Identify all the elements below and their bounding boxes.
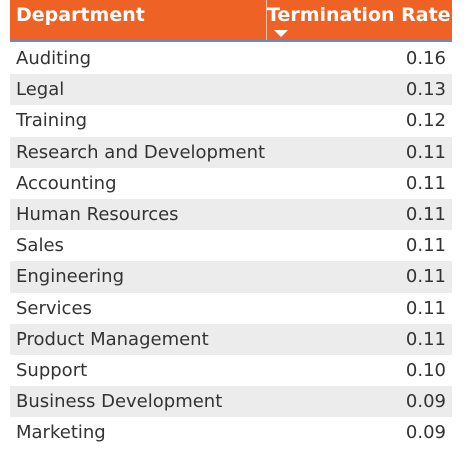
department-cell: Human Resources: [16, 204, 179, 226]
department-cell: Auditing: [16, 48, 92, 70]
termination-rate-cell: 0.09: [405, 391, 446, 413]
termination-rate-cell: 0.13: [405, 79, 446, 101]
department-cell: Accounting: [16, 172, 117, 194]
column-header-termination-rate-label: Termination Rate: [267, 4, 451, 26]
department-cell: Business Development: [16, 391, 223, 413]
table-row[interactable]: Sales 0.11: [10, 230, 452, 261]
table-row[interactable]: Research and Development 0.11: [10, 136, 452, 168]
table-row[interactable]: Marketing 0.09: [10, 417, 452, 448]
termination-rate-cell: 0.11: [405, 141, 446, 163]
department-cell: Training: [16, 110, 88, 132]
termination-rate-cell: 0.10: [405, 359, 446, 381]
department-cell: Engineering: [16, 266, 124, 288]
table-row[interactable]: Human Resources 0.11: [10, 198, 452, 231]
termination-rate-cell: 0.12: [405, 110, 446, 132]
termination-rate-cell: 0.16: [405, 48, 446, 70]
table-row[interactable]: Training 0.12: [10, 105, 452, 136]
department-cell: Support: [16, 359, 88, 381]
termination-rate-cell: 0.11: [405, 297, 446, 319]
termination-rate-cell: 0.11: [405, 172, 446, 194]
department-cell: Product Management: [16, 328, 209, 350]
sort-descending-icon[interactable]: [274, 30, 288, 37]
column-header-termination-rate[interactable]: Termination Rate: [266, 0, 452, 40]
termination-rate-cell: 0.11: [405, 328, 446, 350]
table-row[interactable]: Legal 0.13: [10, 74, 452, 106]
table-row[interactable]: Auditing 0.16: [10, 43, 452, 74]
department-cell: Legal: [16, 79, 65, 101]
table-row[interactable]: Business Development 0.09: [10, 386, 452, 418]
department-cell: Marketing: [16, 422, 106, 444]
column-header-department[interactable]: Department: [16, 4, 145, 26]
termination-rate-cell: 0.09: [405, 422, 446, 444]
table-row[interactable]: Product Management 0.11: [10, 323, 452, 355]
termination-rate-cell: 0.11: [405, 204, 446, 226]
table-row[interactable]: Support 0.10: [10, 355, 452, 386]
table-row[interactable]: Engineering 0.11: [10, 261, 452, 293]
termination-rate-table: Department Termination Rate Auditing 0.16…: [10, 0, 452, 448]
termination-rate-cell: 0.11: [405, 266, 446, 288]
department-cell: Services: [16, 297, 92, 319]
table-row[interactable]: Services 0.11: [10, 293, 452, 324]
table-header: Department Termination Rate: [10, 0, 452, 42]
table-row[interactable]: Accounting 0.11: [10, 168, 452, 199]
department-cell: Research and Development: [16, 141, 266, 163]
termination-rate-cell: 0.11: [405, 235, 446, 257]
department-cell: Sales: [16, 235, 64, 257]
table-body: Auditing 0.16 Legal 0.13 Training 0.12 Researc…: [10, 42, 452, 448]
